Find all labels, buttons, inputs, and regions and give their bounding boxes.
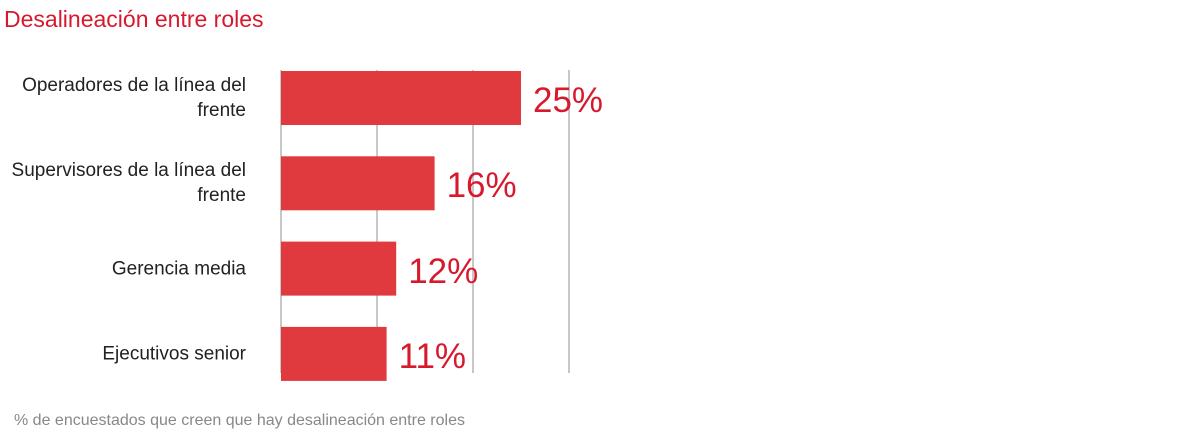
y-tick-label: Ejecutivos senior <box>102 343 246 365</box>
value-label: 11% <box>398 336 467 376</box>
footnote: % de encuestados que creen que hay desal… <box>14 412 465 429</box>
y-tick-label: Gerencia media <box>111 258 246 280</box>
value-label: 25% <box>533 81 604 120</box>
y-tick-label: Operadores de la línea del frente <box>22 75 246 121</box>
chart-title: Desalineación entre roles <box>4 6 264 32</box>
value-label: 16% <box>446 166 517 206</box>
bar <box>281 326 387 381</box>
bar <box>281 241 397 296</box>
value-label: 12% <box>408 251 479 291</box>
bar <box>281 156 435 211</box>
y-tick-label: Supervisores de la línea del frente <box>11 160 246 207</box>
bar <box>281 71 521 125</box>
